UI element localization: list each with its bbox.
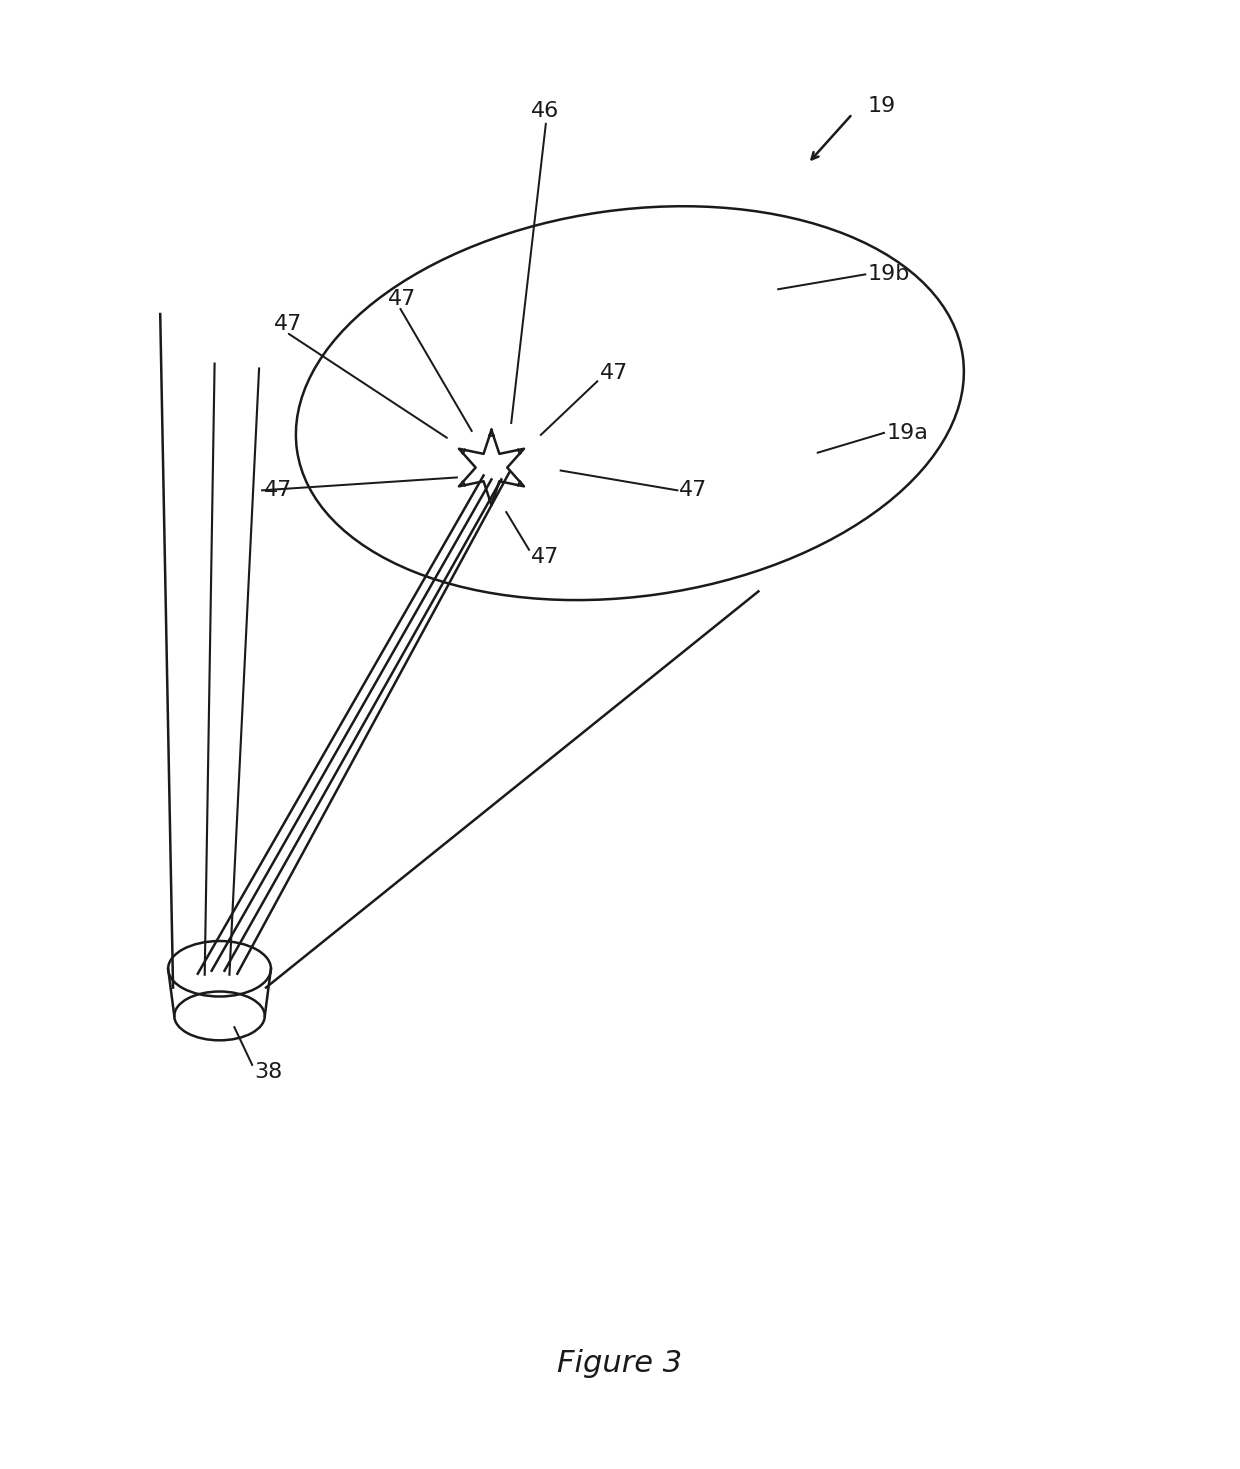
Text: 47: 47 — [531, 546, 559, 567]
Text: 47: 47 — [388, 289, 415, 308]
Text: 47: 47 — [600, 363, 629, 383]
Text: 19a: 19a — [887, 423, 929, 442]
Text: 19: 19 — [867, 95, 895, 116]
Text: 38: 38 — [254, 1062, 283, 1081]
Text: 19b: 19b — [867, 264, 910, 285]
Text: 47: 47 — [680, 480, 708, 501]
Text: 46: 46 — [531, 101, 559, 120]
Text: 47: 47 — [274, 314, 303, 333]
Text: Figure 3: Figure 3 — [558, 1350, 682, 1378]
Text: 47: 47 — [264, 480, 293, 501]
